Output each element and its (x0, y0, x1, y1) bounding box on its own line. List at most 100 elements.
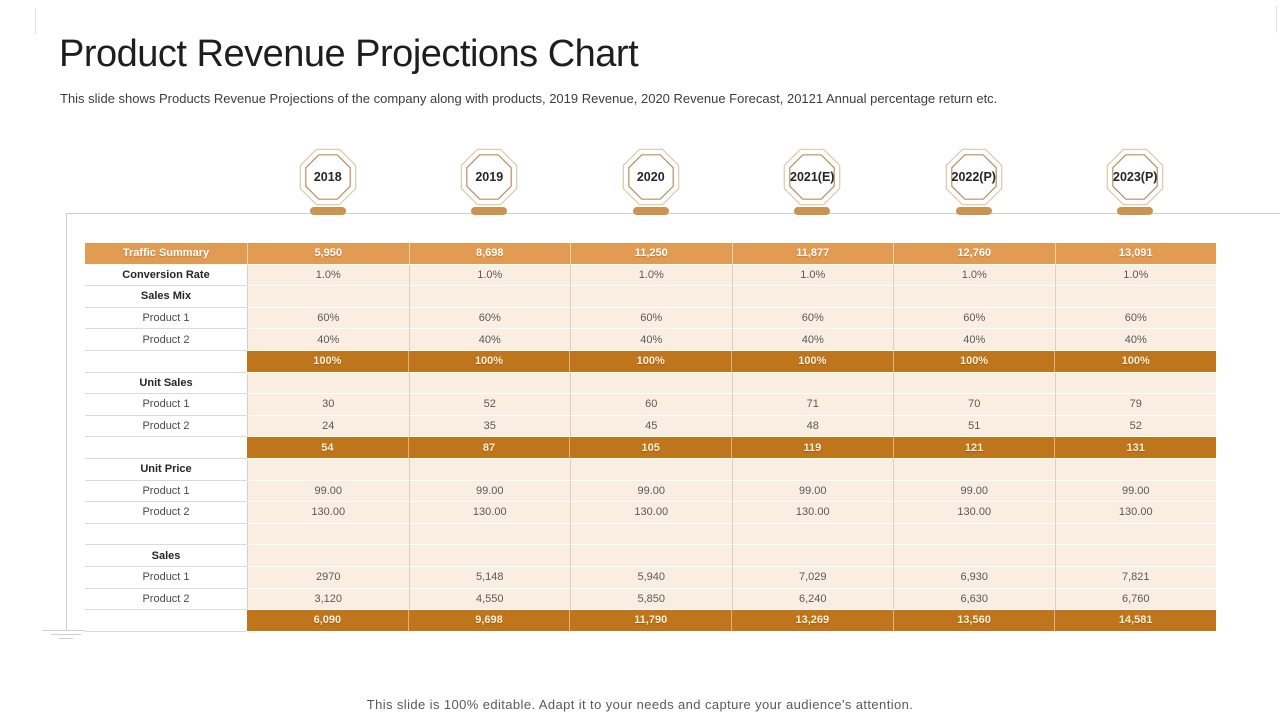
table-cell (570, 286, 732, 308)
table-row-product-2: Product 2 130.00 130.00 130.00 130.00 130.00 1… (85, 502, 1216, 524)
left-axis-line (66, 213, 67, 630)
table-cell: 71 (731, 394, 893, 416)
table-cell: 1.0% (731, 264, 893, 287)
timeline-line (66, 213, 1280, 214)
row-label (85, 437, 247, 459)
octagon-icon (1106, 148, 1164, 206)
table-cell (408, 458, 570, 481)
table-cell (731, 372, 893, 395)
table-cell: 6,760 (1054, 588, 1216, 611)
table-cell: 51 (893, 415, 1055, 438)
table-cell: 100% (247, 350, 408, 373)
table-cell: 30 (247, 394, 409, 416)
table-cell (893, 545, 1055, 567)
row-label (85, 523, 247, 546)
table-cell: 52 (1054, 415, 1216, 438)
table-cell: 5,850 (570, 588, 732, 611)
row-label: Product 1 (85, 307, 247, 330)
row-label: Product 2 (85, 588, 247, 611)
table-cell: 24 (247, 415, 409, 438)
table-cell (570, 545, 732, 567)
table-cell: 87 (407, 437, 570, 459)
table-cell (247, 286, 409, 308)
table-cell: 1.0% (570, 264, 732, 287)
table-cell: 2970 (247, 566, 409, 589)
table-cell: 60% (570, 307, 732, 330)
table-cell: 130.00 (1054, 502, 1216, 524)
year-badge: 2018 (296, 145, 360, 217)
table-cell (731, 458, 893, 481)
row-label: Sales (85, 545, 247, 567)
table-cell: 100% (569, 350, 732, 373)
table-cell: 5,148 (408, 566, 570, 589)
row-label: Traffic Summary (85, 243, 247, 265)
table-cell: 3,120 (247, 588, 409, 611)
row-label: Product 2 (85, 502, 247, 524)
table-cell (247, 458, 409, 481)
table-cell: 7,821 (1054, 566, 1216, 589)
row-label: Product 1 (85, 480, 247, 503)
table-row-total: 100% 100% 100% 100% 100% 100% (85, 350, 1217, 373)
table-row-product-1: Product 1 60% 60% 60% 60% 60% 60% (85, 307, 1216, 330)
row-label: Unit Price (85, 458, 247, 481)
corner-mark-right (1276, 6, 1277, 33)
table-cell (731, 286, 893, 308)
octagon-icon (945, 148, 1003, 206)
year-label: 2022(P) (951, 170, 996, 184)
footer-note: This slide is 100% editable. Adapt it to… (366, 697, 914, 712)
year-label: 2023(P) (1113, 170, 1158, 184)
table-cell: 130.00 (893, 502, 1055, 524)
table-cell: 6,090 (247, 610, 408, 632)
table-cell: 13,091 (1054, 243, 1216, 265)
table-cell (408, 372, 570, 395)
table-cell (893, 286, 1055, 308)
table-cell: 11,790 (569, 610, 732, 632)
table-cell (247, 372, 409, 395)
table-cell: 130.00 (731, 502, 893, 524)
corner-mark-left (35, 8, 36, 34)
table-row-total: 6,090 9,698 11,790 13,269 13,560 14,581 (85, 610, 1217, 632)
table-cell: 99.00 (408, 480, 570, 503)
year-marker-pill (632, 207, 669, 215)
table-cell (893, 458, 1055, 481)
year-marker-pill (309, 207, 346, 215)
table-cell: 60% (1054, 307, 1216, 330)
year-badge: 2020 (619, 145, 683, 217)
year-label: 2018 (313, 170, 342, 184)
table-cell: 45 (570, 415, 732, 438)
table-cell: 130.00 (570, 502, 732, 524)
table-cell (570, 372, 732, 395)
page-title: Product Revenue Projections Chart (59, 33, 639, 75)
table-cell: 40% (893, 329, 1055, 351)
table-cell (408, 523, 570, 546)
table-cell: 99.00 (570, 480, 732, 503)
table-cell: 40% (570, 329, 732, 351)
table-cell: 40% (1054, 329, 1216, 351)
table-row-product-1: Product 1 99.00 99.00 99.00 99.00 99.00 99.00 (85, 480, 1216, 503)
table-cell: 121 (892, 437, 1055, 459)
table-cell (731, 523, 893, 546)
table-cell (570, 523, 732, 546)
slide-subtitle: This slide shows Products Revenue Projec… (60, 91, 998, 106)
table-cell: 7,029 (731, 566, 893, 589)
table-cell (893, 523, 1055, 546)
table-cell: 52 (408, 394, 570, 416)
table-row-spacer (85, 523, 1216, 546)
table-cell: 40% (731, 329, 893, 351)
table-cell: 100% (731, 350, 893, 373)
table-cell: 119 (731, 437, 893, 459)
table-row-sales: Sales (85, 545, 1216, 567)
row-label: Product 2 (85, 415, 247, 438)
table-cell (247, 523, 409, 546)
row-label: Product 1 (85, 394, 247, 416)
table-cell: 4,550 (408, 588, 570, 611)
table-row-product-1: Product 1 30 52 60 71 70 79 (85, 394, 1216, 416)
row-label: Unit Sales (85, 372, 247, 395)
table-row-unit-sales: Unit Sales (85, 372, 1216, 395)
row-label: Conversion Rate (85, 264, 247, 287)
table-cell (1054, 458, 1216, 481)
table-cell (1054, 545, 1216, 567)
table-row-traffic-summary: Traffic Summary 5,950 8,698 11,250 11,877 12,… (85, 243, 1216, 265)
year-marker-pill (471, 207, 508, 215)
